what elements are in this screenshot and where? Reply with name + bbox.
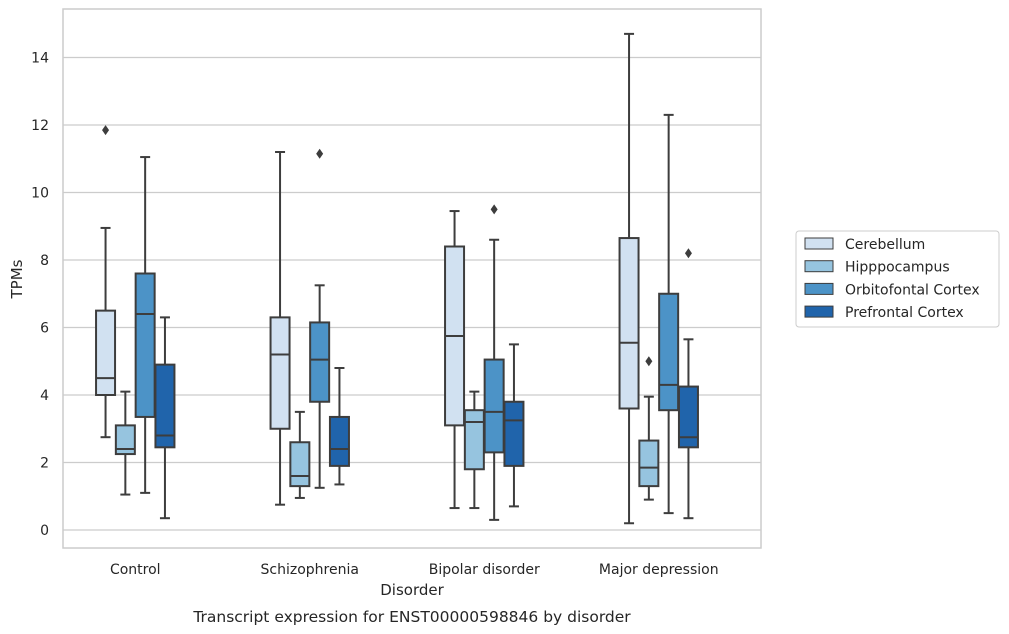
y-axis-ticks: 0 2 4 6 8 10 12 14 [31,51,49,540]
legend-label: Orbitofontal Cortex [845,282,980,298]
box-body [658,292,680,412]
box-3-1 [328,367,350,486]
box-2-3 [658,113,680,515]
box-3-0 [154,316,176,520]
box-0-0 [95,125,117,439]
box-body [677,385,699,449]
box-0-3 [618,32,640,525]
box-body [309,321,331,403]
legend-label: Hipppocampus [845,260,950,276]
box-body [638,439,660,488]
box-body [503,400,525,467]
y-tick-label: 2 [40,456,49,472]
box-body [289,441,311,488]
box-2-0 [134,156,156,494]
box-3-3 [677,248,699,520]
x-tick-label: Bipolar disorder [429,562,540,578]
box-2-1 [309,148,331,489]
y-tick-label: 12 [31,118,49,134]
y-axis-title: TPMs [8,259,26,299]
box-3-2 [503,343,525,508]
y-tick-label: 14 [31,51,49,67]
outlier-marker [102,125,110,136]
y-tick-label: 0 [40,523,49,539]
x-tick-label: Control [110,562,161,578]
y-tick-label: 6 [40,321,49,337]
box-body [95,309,117,396]
box-1-1 [289,410,311,499]
x-axis-ticks: Control Schizophrenia Bipolar disorder Majo… [110,562,719,578]
y-tick-label: 8 [40,253,49,269]
x-tick-label: Schizophrenia [261,562,359,578]
box-0-1 [269,151,291,506]
box-body [483,358,505,454]
box-body [154,363,176,449]
y-tick-label: 10 [31,186,49,202]
box-body [269,316,291,430]
y-tick-label: 4 [40,388,49,404]
box-1-0 [114,390,136,496]
box-body [463,409,485,471]
box-body [618,237,640,410]
x-axis-title: Disorder [380,581,444,599]
box-2-2 [483,204,505,521]
legend-swatch [804,305,834,318]
outlier-marker [316,148,324,159]
legend-swatch [804,237,834,250]
legend-label: Cerebellum [845,237,925,253]
chart-caption: Transcript expression for ENST0000059884… [192,608,631,626]
box-body [114,424,136,456]
outlier-marker [645,356,653,367]
legend-frame [795,230,1000,328]
x-tick-label: Major depression [599,562,719,578]
legend-swatch [804,260,834,273]
box-body [328,415,350,467]
legend: Cerebellum Hipppocampus Orbitofontal Corte… [795,230,1000,328]
legend-label: Prefrontal Cortex [845,305,964,321]
legend-swatch [804,282,834,295]
box-1-3 [638,356,660,501]
outlier-marker [490,204,498,215]
box-0-2 [444,210,466,510]
box-series [95,32,699,525]
box-body [134,272,156,418]
outlier-marker [684,248,692,259]
